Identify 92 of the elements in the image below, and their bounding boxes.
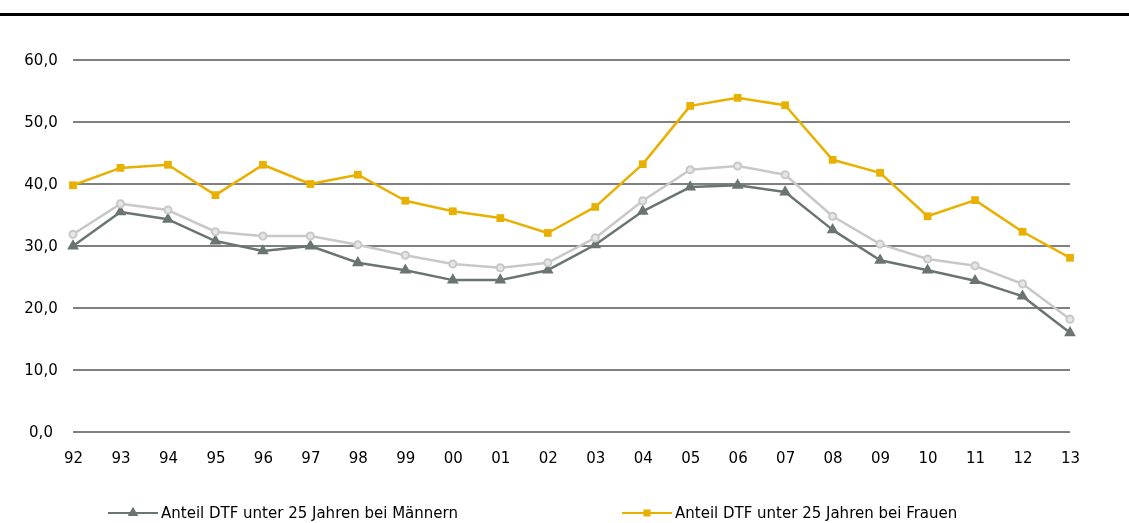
x-tick-label: 96 <box>253 448 273 467</box>
point <box>257 244 269 255</box>
point <box>446 273 459 284</box>
point <box>210 227 220 237</box>
point <box>543 258 553 268</box>
x-tick-label: 98 <box>348 448 368 467</box>
point <box>781 101 790 110</box>
point <box>304 239 317 250</box>
legend-label: Anteil DTF unter 25 Jahren bei Männern <box>161 504 458 522</box>
point <box>876 168 884 177</box>
point <box>874 253 886 264</box>
point <box>828 211 838 221</box>
point <box>1016 289 1029 300</box>
point <box>779 185 792 196</box>
point <box>969 273 981 285</box>
point <box>163 205 173 215</box>
x-tick-label: 06 <box>728 448 748 467</box>
x-tick-label: 05 <box>681 448 701 467</box>
point <box>1065 314 1075 324</box>
point <box>826 223 839 234</box>
point <box>591 203 600 211</box>
y-tick-label: 0,0 <box>29 423 53 442</box>
point <box>67 239 79 250</box>
x-tick-label: 10 <box>918 448 938 467</box>
point <box>590 233 600 243</box>
y-tick-label: 10,0 <box>24 361 58 380</box>
x-tick-label: 97 <box>301 448 321 467</box>
x-tick-label: 07 <box>776 448 796 467</box>
x-tick-label: 13 <box>1060 448 1081 467</box>
x-tick-label: 12 <box>1013 448 1033 467</box>
point <box>921 263 934 274</box>
point <box>353 240 363 250</box>
point <box>305 231 315 241</box>
point <box>780 170 790 180</box>
x-tick-label: 09 <box>871 448 891 467</box>
y-tick-label: 60,0 <box>24 51 58 70</box>
point <box>733 93 742 102</box>
x-tick-label: 99 <box>396 448 416 467</box>
x-tick-label: 01 <box>491 448 511 467</box>
point <box>971 196 979 204</box>
point <box>1017 279 1028 289</box>
point <box>1064 326 1076 337</box>
x-tick-label: 00 <box>443 448 463 467</box>
x-tick-label: 03 <box>586 448 606 467</box>
point <box>494 273 507 284</box>
point <box>306 180 315 188</box>
y-tick-label: 20,0 <box>24 299 58 318</box>
point <box>923 212 932 221</box>
x-tick-label: 95 <box>206 448 226 467</box>
point <box>496 214 505 222</box>
point <box>448 259 458 269</box>
point <box>69 181 77 190</box>
point <box>684 180 697 191</box>
point <box>1066 253 1074 262</box>
point <box>399 263 412 274</box>
point <box>400 250 410 260</box>
x-tick-label: 94 <box>158 448 178 467</box>
point <box>970 261 980 271</box>
point <box>401 196 410 205</box>
point <box>115 199 126 209</box>
point <box>923 254 933 264</box>
point <box>828 155 837 164</box>
point <box>685 165 695 175</box>
point <box>638 196 648 206</box>
point <box>731 178 744 189</box>
point <box>543 229 552 237</box>
point <box>448 207 457 216</box>
point <box>259 160 267 169</box>
x-tick-label: 11 <box>966 448 986 467</box>
y-tick-label: 50,0 <box>24 113 58 132</box>
point <box>68 229 78 239</box>
point <box>164 160 172 169</box>
y-tick-label: 40,0 <box>24 175 58 194</box>
x-tick-label: 02 <box>538 448 558 467</box>
point <box>1018 227 1027 236</box>
x-tick-label: 92 <box>63 448 84 467</box>
x-tick-label: 08 <box>823 448 843 467</box>
point <box>636 204 649 215</box>
point <box>686 102 695 110</box>
point <box>351 255 364 267</box>
point <box>116 164 125 172</box>
point <box>875 239 885 249</box>
point <box>495 263 505 273</box>
point <box>353 170 362 179</box>
x-tick-label: 04 <box>633 448 653 467</box>
y-tick-label: 30,0 <box>24 237 58 256</box>
x-tick-label: 93 <box>111 448 131 467</box>
point <box>211 191 220 200</box>
point <box>638 160 647 169</box>
point <box>733 161 743 171</box>
point <box>258 231 268 241</box>
legend-label: Anteil DTF unter 25 Jahren bei Frauen <box>675 504 958 522</box>
